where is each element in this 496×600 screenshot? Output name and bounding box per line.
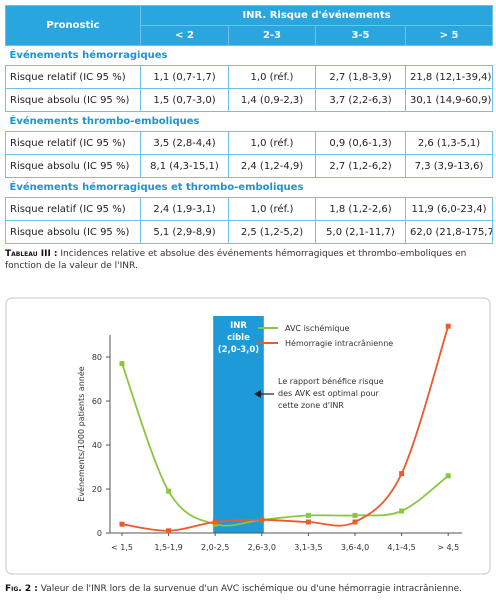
data-table: Pronostic INR. Risque d'événements < 2 2-… [5, 5, 494, 244]
x-tick-label: 3,6-4,0 [341, 543, 369, 552]
data-row: Risque absolu (IC 95 %) 8,1 (4,3-15,1) 2,4… [5, 154, 494, 178]
point [305, 519, 311, 525]
value-cell: 2,4 (1,2-4,9) [228, 154, 316, 178]
point [445, 323, 451, 329]
annotation-arrowhead [254, 390, 261, 398]
data-row: Risque absolu (IC 95 %) 1,5 (0,7-3,0) 1,4 … [5, 88, 494, 112]
point [259, 517, 265, 523]
data-row: Risque relatif (IC 95 %) 1,1 (0,7-1,7) 1,0… [5, 65, 494, 89]
y-tick-label: 20 [92, 485, 102, 494]
value-cell: 2,7 (1,8-3,9) [315, 65, 406, 89]
point [399, 471, 405, 477]
x-tick-label: 3,1-3,5 [294, 543, 322, 552]
legend-label: Hémorragie intracrânienne [285, 338, 393, 348]
value-cell: 0,9 (0,6-1,3) [315, 131, 406, 155]
value-cell: 1,4 (0,9-2,3) [228, 88, 316, 112]
annotation: Le rapport bénéfice risque [278, 376, 384, 386]
point [445, 473, 451, 479]
caption-label: Fig. 2 : [5, 584, 38, 594]
value-cell: 21,8 (12,1-39,4) [404, 65, 494, 89]
value-cell: 1,1 (0,7-1,7) [140, 65, 229, 89]
header-cell: Pronostic [5, 5, 141, 46]
point [119, 361, 125, 367]
x-tick-label: 1,5-1,9 [154, 543, 182, 552]
legend-label: AVC ischémique [285, 323, 350, 333]
point [119, 521, 125, 527]
table-caption: Tableau III : Incidences relative et abs… [5, 248, 493, 272]
data-row: Risque relatif (IC 95 %) 2,4 (1,9-3,1) 1,0… [5, 197, 494, 221]
point [399, 508, 405, 514]
point [212, 519, 218, 525]
value-cell: 2,7 (1,2-6,2) [315, 154, 406, 178]
value-cell: 30,1 (14,9-60,9) [404, 88, 494, 112]
section-row: Événements hémorragiques [5, 45, 493, 66]
x-tick-label: 2,0-2,5 [201, 543, 229, 552]
value-cell: 1,0 (réf.) [228, 131, 316, 155]
y-tick-label: 80 [92, 353, 102, 362]
header-cell: > 5 [404, 25, 494, 46]
value-cell: 1,0 (réf.) [228, 197, 316, 221]
value-cell: 62,0 (21,8-175,7) [404, 220, 494, 244]
point [352, 512, 358, 518]
value-cell: 8,1 (4,3-15,1) [140, 154, 229, 178]
section-row: Événements hémorragiques et thrombo-embo… [5, 177, 493, 198]
y-axis-label: Événements/1000 patients année [75, 366, 86, 502]
figure-caption: Fig. 2 : Valeur de l'INR lors de la surv… [5, 583, 493, 595]
x-tick-label: > 4,5 [437, 543, 459, 552]
header-cell: < 2 [140, 25, 229, 46]
point [352, 519, 358, 525]
header-cell: INR. Risque d'événements [139, 5, 494, 26]
row-label: Risque absolu (IC 95 %) [5, 88, 141, 112]
value-cell: 5,1 (2,9-8,9) [140, 220, 229, 244]
section-title: Événements hémorragiques et thrombo-embo… [5, 177, 493, 198]
value-cell: 2,5 (1,2-5,2) [228, 220, 316, 244]
row-label: Risque relatif (IC 95 %) [5, 65, 141, 89]
band-label: INR [230, 321, 247, 331]
band-label: cible [227, 333, 250, 343]
x-tick-label: < 1,5 [111, 543, 133, 552]
data-row: Risque relatif (IC 95 %) 3,5 (2,8-4,4) 1,0… [5, 131, 494, 155]
target-band [213, 316, 264, 533]
series-line [121, 325, 450, 532]
y-tick-label: 60 [92, 397, 102, 406]
value-cell: 1,0 (réf.) [228, 65, 316, 89]
section-row: Événements thrombo-emboliques [5, 111, 493, 132]
value-cell: 1,8 (1,2-2,6) [315, 197, 406, 221]
data-row: Risque absolu (IC 95 %) 5,1 (2,9-8,9) 2,5 … [5, 220, 494, 244]
point [305, 512, 311, 518]
value-cell: 11,9 (6,0-23,4) [404, 197, 494, 221]
value-cell: 3,7 (2,2-6,3) [315, 88, 406, 112]
value-cell: 2,6 (1,3-5,1) [404, 131, 494, 155]
value-cell: 5,0 (2,1-11,7) [315, 220, 406, 244]
section-title: Événements thrombo-emboliques [5, 111, 493, 132]
caption-label: Tableau III : [5, 249, 58, 259]
y-tick-label: 0 [97, 529, 102, 538]
value-cell: 3,5 (2,8-4,4) [140, 131, 229, 155]
band-label: (2,0-3,0) [218, 345, 260, 355]
value-cell: 2,4 (1,9-3,1) [140, 197, 229, 221]
chart-frame [5, 297, 491, 575]
caption-text: Valeur de l'INR lors de la survenue d'un… [40, 584, 463, 594]
annotation: des AVK est optimal pour [278, 389, 380, 398]
annotation: cette zone d'INR [278, 401, 344, 410]
x-tick-label: 2,6-3,0 [248, 543, 276, 552]
point [166, 528, 172, 534]
row-label: Risque relatif (IC 95 %) [5, 197, 141, 221]
x-tick-label: 4,1-4,5 [387, 543, 415, 552]
series-line [121, 363, 449, 527]
value-cell: 1,5 (0,7-3,0) [140, 88, 229, 112]
row-label: Risque absolu (IC 95 %) [5, 154, 141, 178]
point [166, 488, 172, 494]
section-title: Événements hémorragiques [5, 45, 493, 66]
caption-text: Incidences relative et absolue des événe… [5, 249, 467, 271]
value-cell: 7,3 (3,9-13,6) [404, 154, 494, 178]
chart: INR cible (2,0-3,0) 0 20 40 60 80 < 1,5 1,5-1,9 2,… [5, 297, 491, 575]
header-cell: 3-5 [315, 25, 406, 46]
row-label: Risque relatif (IC 95 %) [5, 131, 141, 155]
y-tick-label: 40 [92, 441, 102, 450]
header-cell: 2-3 [228, 25, 316, 46]
row-label: Risque absolu (IC 95 %) [5, 220, 141, 244]
